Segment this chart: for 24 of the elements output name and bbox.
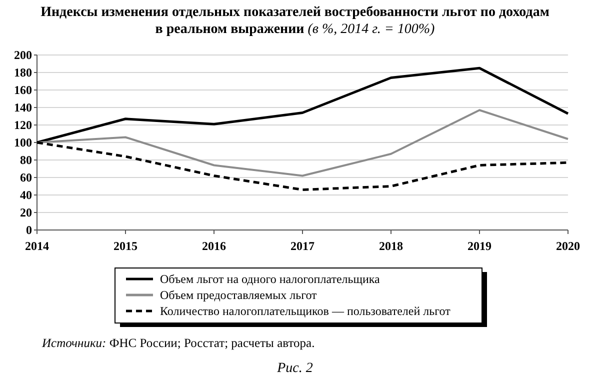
- y-tick-label: 0: [26, 223, 32, 238]
- legend-label: Объем льгот на одного налогоплательщика: [160, 272, 381, 286]
- x-tick-label: 2018: [379, 239, 403, 253]
- y-tick-label: 20: [20, 206, 32, 220]
- y-tick-label: 180: [14, 66, 32, 80]
- y-tick-label: 120: [14, 118, 32, 132]
- x-tick-label: 2015: [114, 239, 138, 253]
- y-tick-label: 80: [20, 153, 32, 168]
- chart-title: Индексы изменения отдельных показателей востребованности льгот по доходам в реальном выражении (в %, 2014 г. = 100%): [40, 5, 550, 37]
- x-tick-label: 2014: [25, 239, 49, 253]
- legend-label: Количество налогоплательщиков — пользователей льгот: [160, 304, 452, 318]
- y-tick-label: 160: [14, 83, 32, 98]
- x-tick-label: 2019: [468, 239, 492, 253]
- x-tick-label: 2016: [202, 239, 226, 253]
- y-tick-label: 140: [14, 100, 32, 115]
- x-tick-label: 2020: [556, 239, 580, 253]
- y-tick-label: 200: [14, 48, 32, 62]
- text: Рис. 2: [276, 361, 313, 376]
- x-tick-label: 2017: [290, 239, 314, 253]
- y-tick-label: 40: [20, 188, 32, 202]
- y-tick-label: 100: [14, 136, 32, 150]
- legend-label: Объем предоставляемых льгот: [160, 288, 318, 302]
- text: Источники: ФНС России; Росстат; расчеты автора.: [41, 336, 315, 350]
- y-tick-label: 60: [20, 170, 32, 185]
